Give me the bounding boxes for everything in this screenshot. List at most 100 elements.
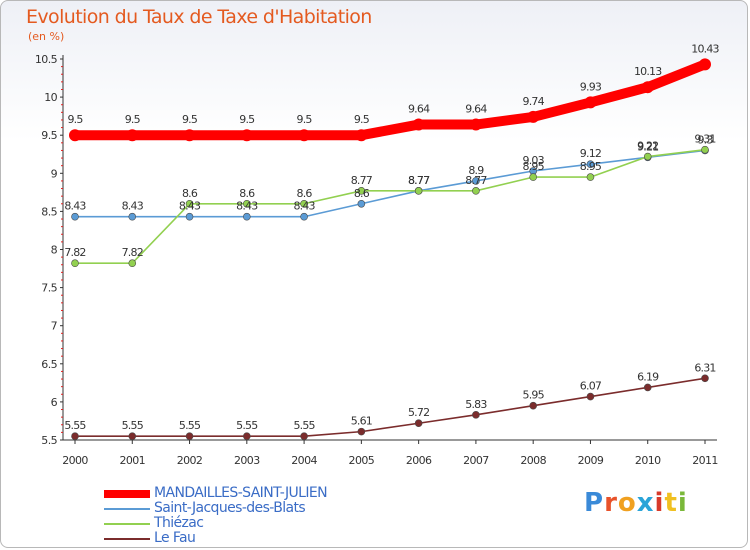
y-tick-label: 7.5: [41, 282, 57, 295]
data-point-thiezac: [243, 199, 251, 208]
data-point-saint-jacques: [185, 212, 194, 221]
data-label-thiezac: 8.6: [239, 187, 255, 200]
data-point-mandailles: [584, 96, 597, 109]
data-point-thiezac: [128, 259, 137, 268]
y-tick-label: 9: [51, 167, 58, 180]
data-label-thiezac: 9.31: [694, 133, 715, 146]
data-point-thiezac: [300, 199, 308, 208]
data-point-saint-jacques: [243, 212, 251, 221]
data-label-le-fau: 6.19: [637, 370, 659, 383]
data-point-thiezac: [529, 173, 537, 181]
data-label-mandailles: 10.13: [634, 65, 662, 78]
data-label-thiezac: 8.77: [351, 174, 373, 187]
data-label-thiezac: 7.82: [64, 246, 85, 259]
data-label-mandailles: 9.74: [523, 95, 545, 108]
y-tick-label: 6.5: [41, 358, 57, 371]
data-label-saint-jacques: 8.43: [179, 200, 201, 213]
series-line-saint-jacques: [74, 149, 706, 218]
data-label-saint-jacques: 8.77: [408, 174, 430, 187]
data-point-saint-jacques: [300, 212, 308, 221]
data-point-thiezac: [357, 187, 366, 195]
x-tick-label: 2006: [406, 454, 432, 467]
data-label-saint-jacques: 8.43: [293, 200, 315, 213]
data-label-le-fau: 5.55: [293, 419, 315, 432]
legend-label: MANDAILLES-SAINT-JULIEN: [154, 485, 328, 501]
data-point-saint-jacques: [128, 212, 137, 221]
y-tick-label: 10.5: [35, 53, 58, 66]
data-label-mandailles: 9.93: [580, 80, 602, 93]
data-point-mandailles: [469, 118, 482, 131]
data-point-thiezac: [71, 259, 79, 268]
data-point-le-fau: [128, 432, 137, 440]
data-label-le-fau: 5.61: [351, 415, 372, 428]
data-label-mandailles: 9.5: [125, 113, 141, 126]
data-label-mandailles: 9.64: [465, 103, 487, 116]
series-line-thiezac: [74, 148, 706, 265]
data-point-le-fau: [357, 427, 366, 436]
data-label-saint-jacques: 8.6: [354, 187, 370, 200]
data-label-le-fau: 5.83: [465, 398, 487, 411]
data-point-saint-jacques: [472, 177, 480, 185]
x-tick-label: 2002: [177, 454, 203, 467]
data-label-mandailles: 10.43: [691, 42, 719, 55]
x-tick-label: 2000: [62, 454, 88, 467]
data-point-mandailles: [183, 129, 196, 142]
data-label-le-fau: 6.31: [694, 361, 715, 374]
y-tick-label: 10: [44, 91, 57, 104]
data-label-le-fau: 5.55: [122, 419, 144, 432]
x-tick-label: 2001: [119, 454, 145, 467]
data-point-mandailles: [699, 58, 711, 71]
data-point-le-fau: [472, 411, 480, 419]
series-line-mandailles: [70, 59, 710, 141]
y-tick-label: 6: [51, 396, 58, 409]
x-tick-label: 2005: [349, 454, 375, 467]
x-tick-label: 2007: [463, 454, 489, 467]
proxiti-logo: Proxiti: [584, 488, 688, 518]
data-point-mandailles: [126, 129, 139, 142]
data-point-le-fau: [701, 374, 709, 383]
data-point-le-fau: [71, 432, 79, 440]
legend-swatch: [104, 508, 150, 510]
chart-title: Evolution du Taux de Taxe d'Habitation: [26, 6, 372, 28]
x-tick-label: 2009: [578, 454, 604, 467]
data-label-thiezac: 8.95: [580, 160, 602, 173]
data-point-thiezac: [643, 152, 652, 161]
data-point-thiezac: [414, 187, 423, 195]
data-label-saint-jacques: 9.21: [637, 140, 658, 153]
logo-letter: r: [604, 488, 618, 518]
data-point-le-fau: [185, 432, 194, 440]
legend-label: Le Fau: [154, 530, 196, 546]
x-tick-label: 2010: [635, 454, 661, 467]
legend-label: Thiézac: [154, 515, 204, 531]
x-tick-label: 2008: [520, 454, 546, 467]
data-label-le-fau: 5.55: [236, 419, 258, 432]
legend-swatch: [104, 523, 150, 525]
data-point-le-fau: [586, 392, 595, 401]
chart-subtitle: (en %): [28, 30, 65, 43]
data-point-le-fau: [243, 432, 251, 440]
data-point-mandailles: [69, 129, 81, 142]
data-point-saint-jacques: [586, 160, 595, 168]
data-label-thiezac: 8.95: [523, 160, 545, 173]
data-label-thiezac: 8.77: [408, 174, 430, 187]
data-point-mandailles: [412, 118, 425, 131]
y-tick-label: 8.5: [41, 205, 57, 218]
data-label-thiezac: 8.77: [465, 174, 487, 187]
x-tick-label: 2003: [234, 454, 260, 467]
data-label-le-fau: 5.55: [179, 419, 201, 432]
data-point-le-fau: [300, 432, 308, 440]
data-point-mandailles: [641, 81, 654, 94]
x-tick-label: 2004: [291, 454, 317, 467]
data-point-saint-jacques: [357, 199, 366, 208]
data-label-le-fau: 5.95: [523, 389, 545, 402]
data-label-saint-jacques: 9.03: [523, 154, 545, 167]
data-label-mandailles: 9.5: [354, 113, 370, 126]
y-tick-label: 9.5: [41, 129, 57, 142]
data-point-mandailles: [355, 129, 368, 142]
data-label-saint-jacques: 9.12: [580, 147, 601, 160]
data-point-thiezac: [472, 187, 480, 195]
data-point-le-fau: [643, 383, 652, 392]
data-label-saint-jacques: 8.43: [122, 200, 144, 213]
data-label-le-fau: 5.55: [64, 419, 86, 432]
